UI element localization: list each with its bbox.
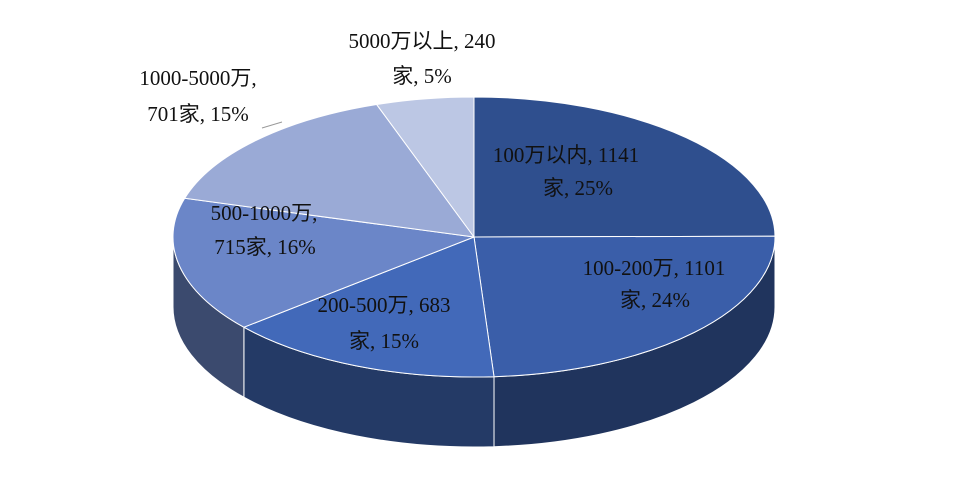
slice (473, 235, 776, 378)
data-label: 家, 24% (620, 288, 690, 312)
slice (473, 96, 776, 238)
data-label: 家, 15% (349, 329, 419, 353)
data-label: 家, 25% (543, 176, 613, 200)
data-label: 1000-5000万, (139, 66, 256, 90)
data-label: 701家, 15% (147, 102, 249, 126)
sides (172, 236, 776, 448)
labels: 100万以内, 1141 家, 25% 100-200万, 1101 家, 24% 20… (139, 29, 725, 353)
leader-line (261, 121, 283, 129)
slice (172, 197, 476, 328)
data-label: 5000万以上, 240 (349, 29, 496, 53)
data-label: 715家, 16% (214, 235, 316, 259)
data-label: 100-200万, 1101 (583, 256, 726, 280)
data-label: 200-500万, 683 (318, 293, 451, 317)
data-label: 500-1000万, (211, 201, 318, 225)
data-label: 100万以内, 1141 (493, 143, 639, 167)
slice (242, 236, 495, 378)
data-label: 家, 5% (392, 64, 452, 88)
tops (172, 96, 776, 378)
slice (375, 96, 475, 239)
slice (183, 103, 476, 238)
